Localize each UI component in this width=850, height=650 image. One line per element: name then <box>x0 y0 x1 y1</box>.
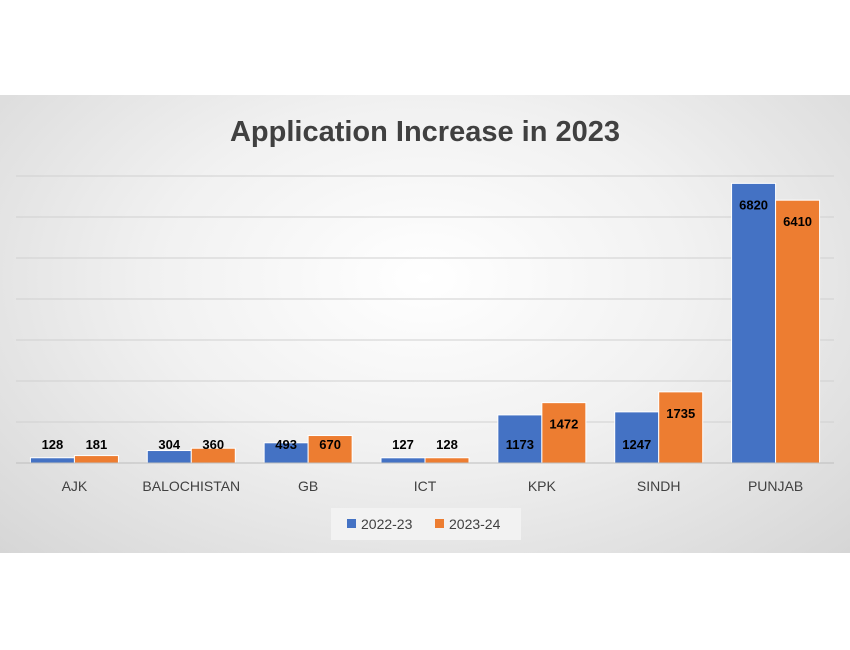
data-label-sindh-2022-23: 1247 <box>622 437 651 452</box>
category-label-ajk: AJK <box>62 478 88 494</box>
bar-gb-2023-24 <box>307 435 353 464</box>
bar-punjab-2022-23 <box>731 182 777 464</box>
data-label-balochistan-2022-23: 304 <box>158 437 180 452</box>
data-label-sindh-2023-24: 1735 <box>666 406 695 421</box>
category-label-kpk: KPK <box>528 478 557 494</box>
legend-box <box>331 508 521 540</box>
data-label-punjab-2023-24: 6410 <box>783 214 812 229</box>
data-labels: 128 181 304 360 493 670 127 128 1173 1472 1247 1735… <box>42 197 812 452</box>
bar-balochistan-2022-23 <box>146 450 192 464</box>
category-label-punjab: PUNJAB <box>748 478 803 494</box>
data-label-kpk-2022-23: 1173 <box>506 437 534 452</box>
data-label-ajk-2022-23: 128 <box>42 437 64 452</box>
bar-chart: Application Increase in 2023 128 181 304 36… <box>16 116 834 540</box>
legend-label-2022-23: 2022-23 <box>361 516 413 532</box>
category-label-gb: GB <box>298 478 318 494</box>
bar-ict-2022-23 <box>380 457 426 464</box>
data-label-ajk-2023-24: 181 <box>86 437 108 452</box>
legend-swatch-2022-23 <box>347 519 356 528</box>
category-label-balochistan: BALOCHISTAN <box>142 478 240 494</box>
bar-ajk-2022-23 <box>29 457 75 464</box>
bar-sindh-2022-23 <box>614 411 660 464</box>
bar-kpk-2023-24 <box>541 402 587 464</box>
chart-panel: Application Increase in 2023 128 181 304 36… <box>0 95 850 553</box>
legend-swatch-2023-24 <box>435 519 444 528</box>
chart-title: Application Increase in 2023 <box>230 116 620 148</box>
bar-punjab-2023-24 <box>775 199 821 464</box>
bars <box>29 182 821 464</box>
legend: 2022-23 2023-24 <box>331 508 521 540</box>
data-label-gb-2022-23: 493 <box>275 437 297 452</box>
data-label-ict-2023-24: 128 <box>436 437 458 452</box>
gridlines <box>16 175 834 423</box>
data-label-ict-2022-23: 127 <box>392 437 414 452</box>
category-label-sindh: SINDH <box>637 478 681 494</box>
data-label-balochistan-2023-24: 360 <box>202 437 224 452</box>
data-label-gb-2023-24: 670 <box>319 437 341 452</box>
bar-ict-2023-24 <box>424 457 470 464</box>
category-labels: AJK BALOCHISTAN GB ICT KPK SINDH PUNJAB <box>62 478 804 494</box>
legend-label-2023-24: 2023-24 <box>449 516 501 532</box>
bar-ajk-2023-24 <box>73 455 119 464</box>
bar-sindh-2023-24 <box>658 391 704 464</box>
data-label-punjab-2022-23: 6820 <box>739 197 768 212</box>
data-label-kpk-2023-24: 1472 <box>549 417 578 432</box>
category-label-ict: ICT <box>414 478 437 494</box>
